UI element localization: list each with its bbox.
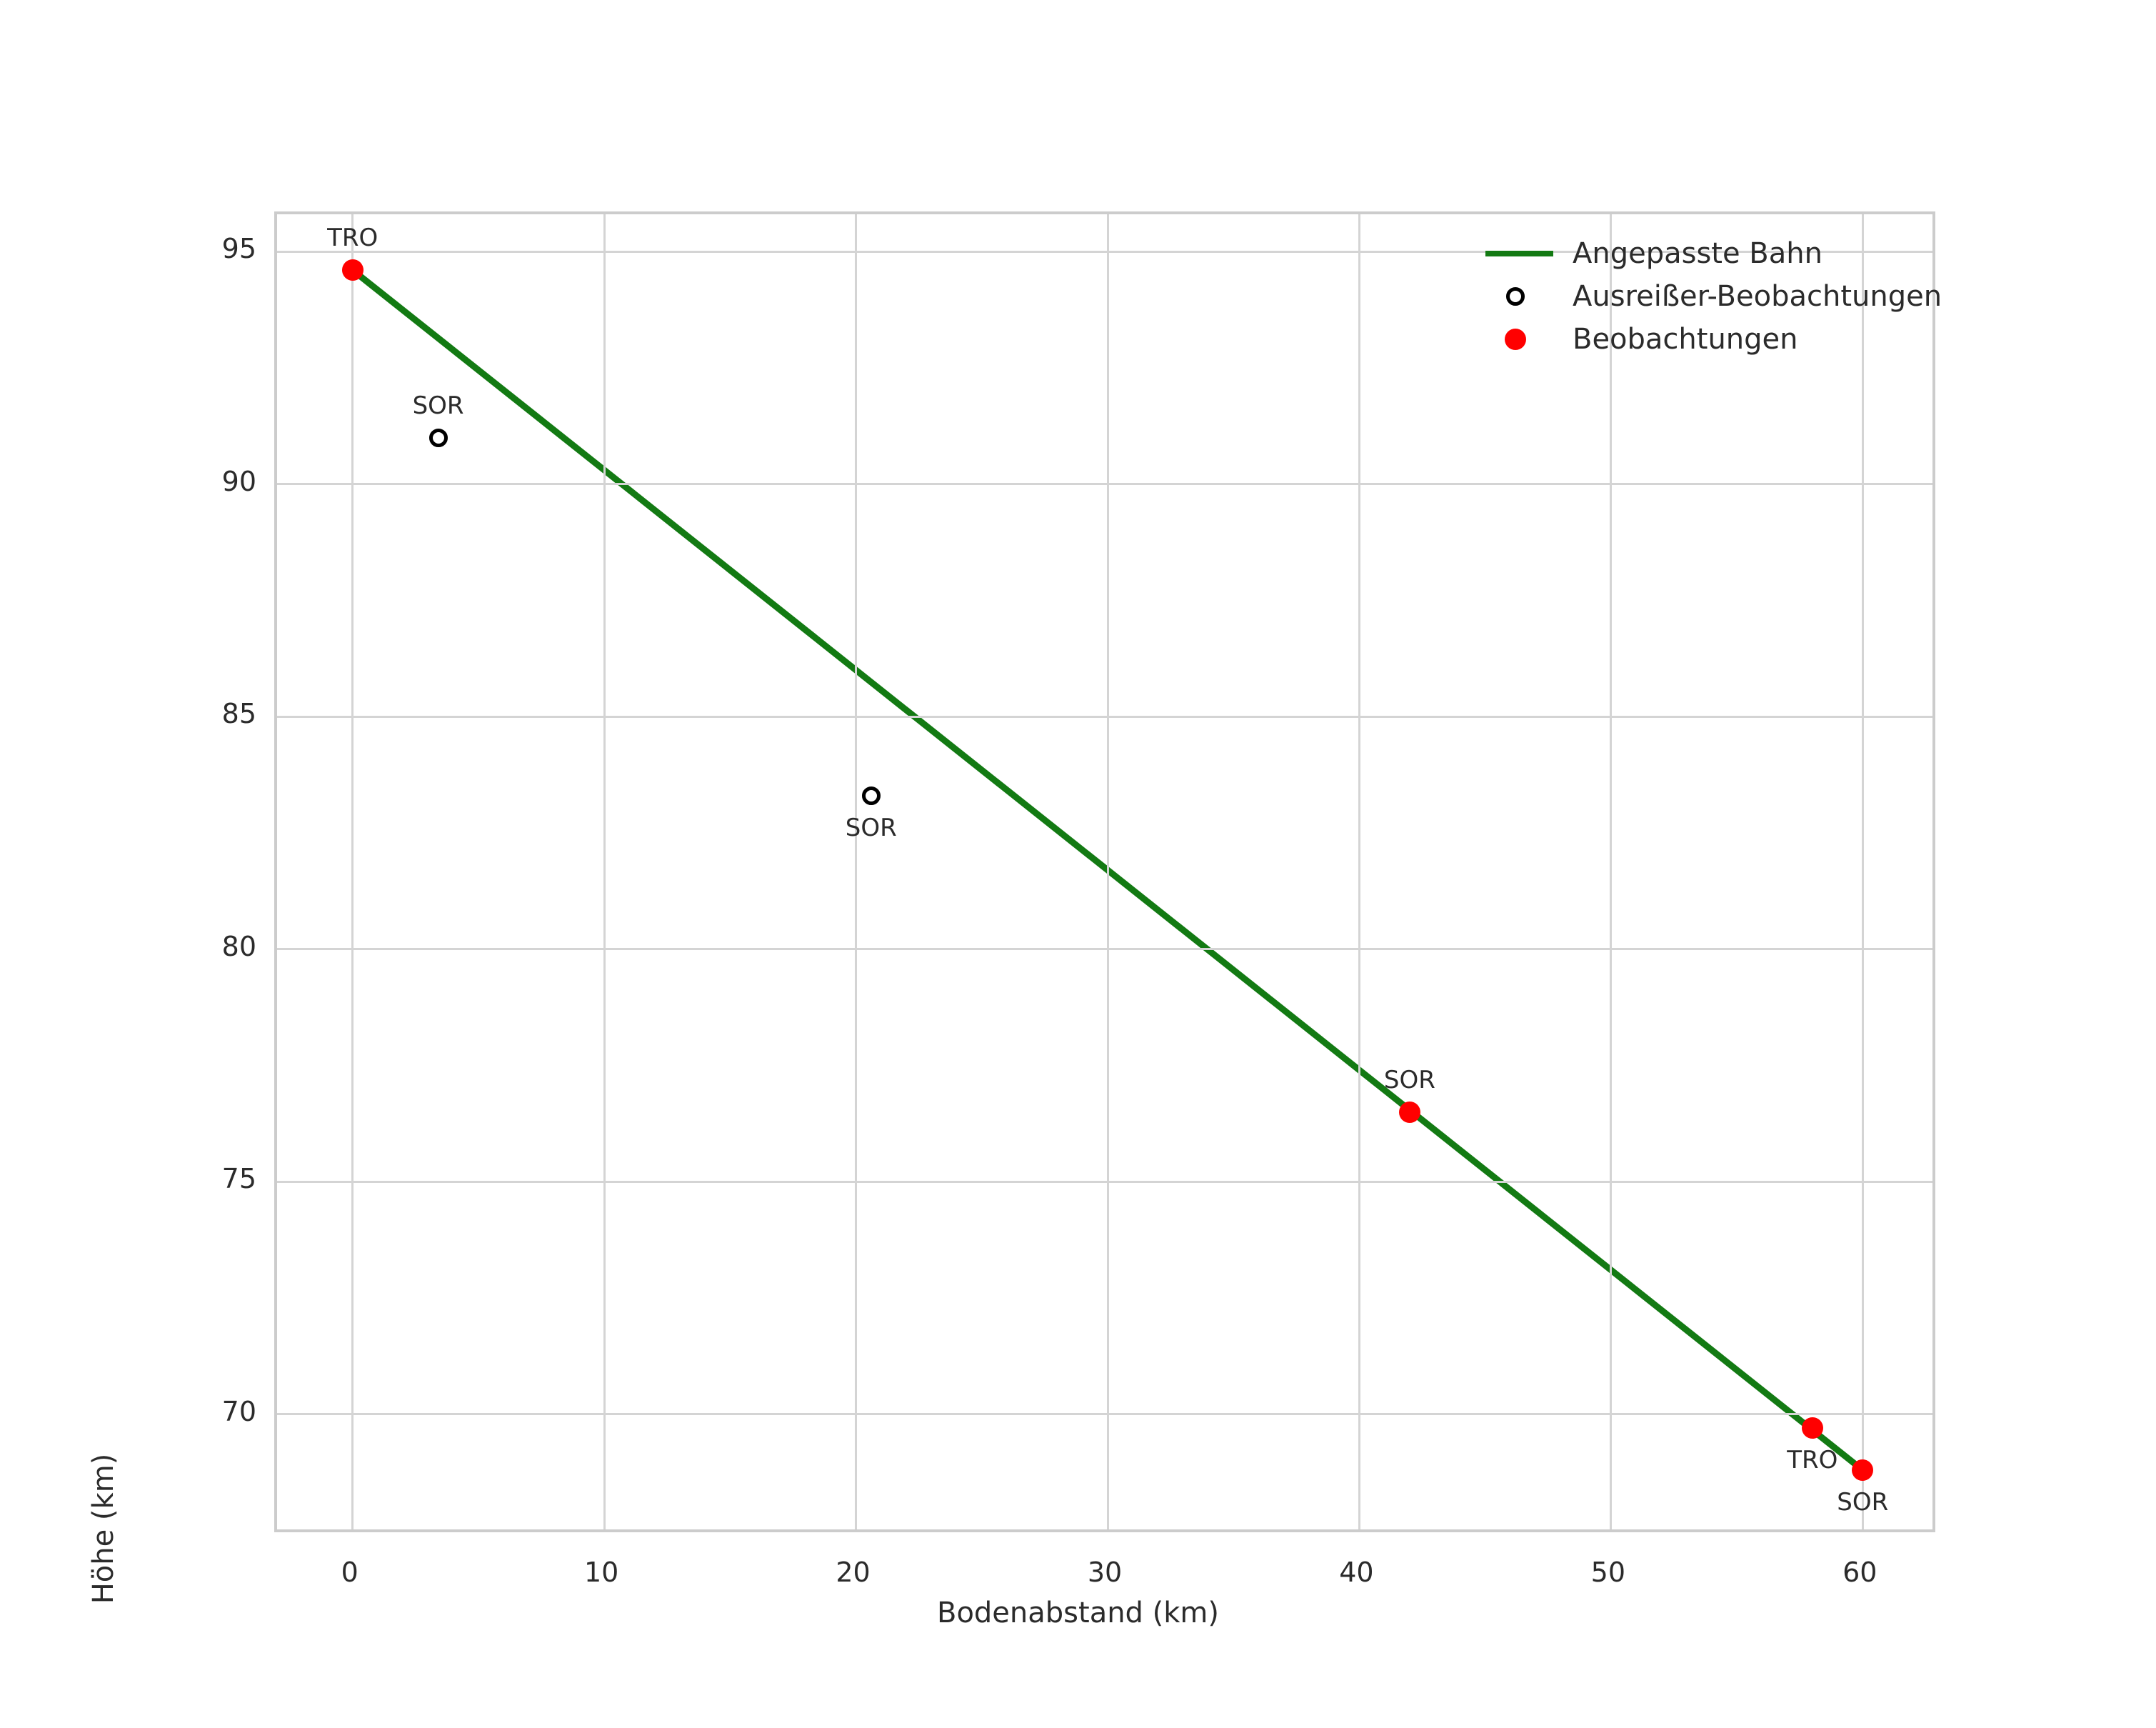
x-axis-tick-label: 60 — [1842, 1557, 1877, 1588]
gridline-vertical — [351, 214, 354, 1529]
gridline-horizontal — [277, 948, 1932, 951]
y-axis-tick-label: 80 — [221, 930, 256, 962]
gridline-horizontal — [277, 483, 1932, 486]
y-axis-tick-label: 95 — [221, 233, 256, 265]
gridline-vertical — [603, 214, 606, 1529]
data-point-label: SOR — [1837, 1487, 1889, 1517]
legend-key-line — [1480, 232, 1573, 275]
legend-key-open-circle-icon — [1480, 275, 1573, 318]
chart-legend: Angepasste Bahn Ausreißer-Beobachtungen … — [1480, 232, 1942, 361]
observation-marker — [1398, 1101, 1420, 1123]
observation-marker — [1852, 1459, 1874, 1481]
gridline-horizontal — [277, 1413, 1932, 1416]
legend-label-observations: Beobachtungen — [1573, 323, 1798, 356]
legend-label-outlier-observations: Ausreißer-Beobachtungen — [1573, 280, 1942, 313]
gridline-vertical — [1358, 214, 1360, 1529]
outlier-observation-marker — [861, 786, 881, 805]
x-axis-tick-label: 10 — [583, 1557, 619, 1588]
x-axis-tick-label: 20 — [836, 1557, 871, 1588]
gridline-horizontal — [277, 250, 1932, 253]
y-axis-tick-label: 75 — [221, 1163, 256, 1195]
x-axis-tick-label: 0 — [341, 1557, 359, 1588]
legend-label-fitted-trajectory: Angepasste Bahn — [1573, 237, 1822, 270]
x-axis-tick-label: 40 — [1339, 1557, 1374, 1588]
outlier-observation-marker — [428, 428, 448, 447]
gridline-vertical — [1106, 214, 1109, 1529]
y-axis-tick-label: 85 — [221, 698, 256, 730]
observation-marker — [1801, 1417, 1823, 1439]
gridline-horizontal — [277, 1180, 1932, 1183]
legend-item-fitted-trajectory: Angepasste Bahn — [1480, 232, 1937, 275]
data-point-label: SOR — [412, 391, 464, 420]
legend-item-observations: Beobachtungen — [1480, 318, 1937, 361]
data-point-label: SOR — [845, 813, 897, 842]
x-axis-tick-label: 30 — [1087, 1557, 1123, 1588]
data-point-label: SOR — [1383, 1065, 1435, 1094]
data-point-label: TRO — [1787, 1446, 1838, 1475]
gridline-horizontal — [277, 715, 1932, 718]
observation-marker — [341, 259, 363, 281]
gridline-vertical — [1610, 214, 1613, 1529]
y-axis-label: Höhe (km) — [87, 1453, 120, 1604]
y-axis-label-wrapper: Höhe (km) — [0, 729, 246, 1604]
data-point-label: TRO — [327, 224, 378, 253]
x-axis-tick-label: 50 — [1590, 1557, 1626, 1588]
x-axis-label: Bodenabstand (km) — [937, 1597, 1219, 1629]
gridline-vertical — [1861, 214, 1864, 1529]
gridline-vertical — [855, 214, 858, 1529]
y-axis-tick-label: 70 — [221, 1395, 256, 1427]
y-axis-tick-label: 90 — [221, 465, 256, 497]
legend-item-outlier-observations: Ausreißer-Beobachtungen — [1480, 275, 1942, 318]
legend-key-filled-circle-icon — [1480, 318, 1573, 361]
plot-area: TRO SOR TRO SOR SOR SOR — [274, 211, 1935, 1532]
